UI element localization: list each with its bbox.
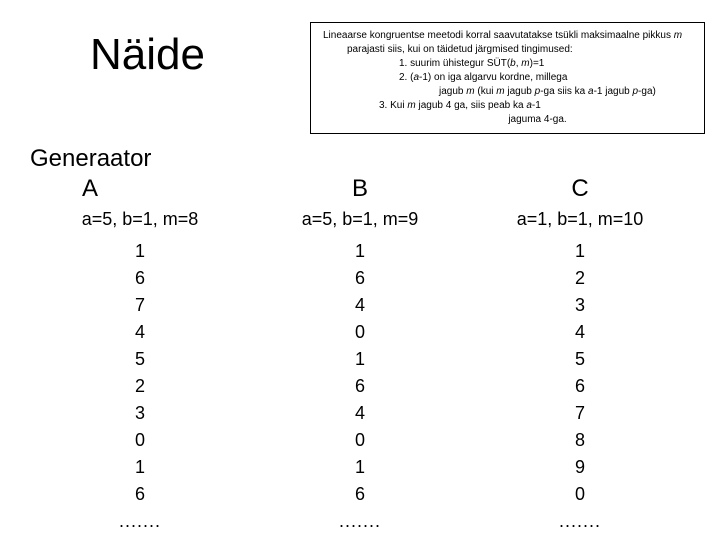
value: 6 xyxy=(470,373,690,400)
columns-container: Generaator A a=5, b=1, m=8 1 6 7 4 5 2 3… xyxy=(30,145,690,535)
spacer xyxy=(250,145,470,173)
info-line7: jaguma 4-ga. xyxy=(319,113,696,127)
ellipsis: ....... xyxy=(30,508,250,535)
col-letter: B xyxy=(250,175,470,203)
info-line2: parajasti siis, kui on täidetud järgmise… xyxy=(319,43,696,57)
value: 6 xyxy=(30,481,250,508)
info-text: -1 xyxy=(532,100,541,111)
value: 1 xyxy=(30,454,250,481)
col-c: C a=1, b=1, m=10 1 2 3 4 5 6 7 8 9 0 ...… xyxy=(470,145,690,535)
value: 7 xyxy=(30,292,250,319)
value: 0 xyxy=(470,481,690,508)
col-values-b: 1 6 4 0 1 6 4 0 1 6 ....... xyxy=(250,238,470,535)
info-text: (kui xyxy=(475,86,497,97)
value: 1 xyxy=(250,346,470,373)
info-var: m xyxy=(407,100,415,111)
value: 4 xyxy=(470,319,690,346)
info-line4: 2. (a-1) on iga algarvu kordne, millega xyxy=(319,71,696,85)
info-text: jagub xyxy=(439,86,466,97)
info-var: m xyxy=(466,86,474,97)
info-line5: jagub m (kui m jagub p-ga siis ka a-1 ja… xyxy=(319,85,696,99)
info-text: 1. suurim ühistegur SÜT( xyxy=(399,58,510,69)
value: 3 xyxy=(470,292,690,319)
col-params: a=5, b=1, m=9 xyxy=(250,209,470,230)
info-var: m xyxy=(521,58,529,69)
info-line6: 3. Kui m jagub 4 ga, siis peab ka a-1 xyxy=(319,99,696,113)
info-box: Lineaarse kongruentse meetodi korral saa… xyxy=(310,22,705,134)
section-header: Generaator xyxy=(30,145,250,173)
value: 6 xyxy=(30,265,250,292)
value: 6 xyxy=(250,265,470,292)
value: 9 xyxy=(470,454,690,481)
info-text: -1) on iga algarvu kordne, millega xyxy=(419,72,567,83)
info-var: m xyxy=(674,30,682,41)
col-params: a=5, b=1, m=8 xyxy=(30,209,250,230)
info-text: jagub xyxy=(505,86,535,97)
value: 2 xyxy=(470,265,690,292)
value: 6 xyxy=(250,481,470,508)
col-values-a: 1 6 7 4 5 2 3 0 1 6 ....... xyxy=(30,238,250,535)
value: 1 xyxy=(30,238,250,265)
col-b: B a=5, b=1, m=9 1 6 4 0 1 6 4 0 1 6 ....… xyxy=(250,145,470,535)
info-text: 3. Kui xyxy=(379,100,407,111)
value: 5 xyxy=(470,346,690,373)
info-line3: 1. suurim ühistegur SÜT(b, m)=1 xyxy=(319,57,696,71)
value: 2 xyxy=(30,373,250,400)
spacer xyxy=(470,145,690,173)
value: 8 xyxy=(470,427,690,454)
value: 1 xyxy=(250,454,470,481)
col-values-c: 1 2 3 4 5 6 7 8 9 0 ....... xyxy=(470,238,690,535)
info-text: -ga) xyxy=(638,86,656,97)
value: 1 xyxy=(470,238,690,265)
col-a: Generaator A a=5, b=1, m=8 1 6 7 4 5 2 3… xyxy=(30,145,250,535)
value: 0 xyxy=(30,427,250,454)
col-params: a=1, b=1, m=10 xyxy=(470,209,690,230)
ellipsis: ....... xyxy=(250,508,470,535)
value: 3 xyxy=(30,400,250,427)
info-text: 2. ( xyxy=(399,72,413,83)
page-title: Näide xyxy=(90,30,205,80)
info-text: )=1 xyxy=(530,58,545,69)
ellipsis: ....... xyxy=(470,508,690,535)
info-text: jagub 4 ga, siis peab ka xyxy=(416,100,527,111)
col-letter: C xyxy=(470,175,690,203)
value: 0 xyxy=(250,319,470,346)
info-var: m xyxy=(496,86,504,97)
col-letter: A xyxy=(30,175,250,203)
value: 7 xyxy=(470,400,690,427)
value: 4 xyxy=(30,319,250,346)
value: 5 xyxy=(30,346,250,373)
value: 4 xyxy=(250,292,470,319)
value: 0 xyxy=(250,427,470,454)
value: 6 xyxy=(250,373,470,400)
value: 4 xyxy=(250,400,470,427)
info-line1: Lineaarse kongruentse meetodi korral saa… xyxy=(319,29,696,43)
info-text: -ga siis ka xyxy=(540,86,588,97)
info-text: Lineaarse kongruentse meetodi korral saa… xyxy=(323,30,674,41)
value: 1 xyxy=(250,238,470,265)
info-text: -1 jagub xyxy=(594,86,633,97)
